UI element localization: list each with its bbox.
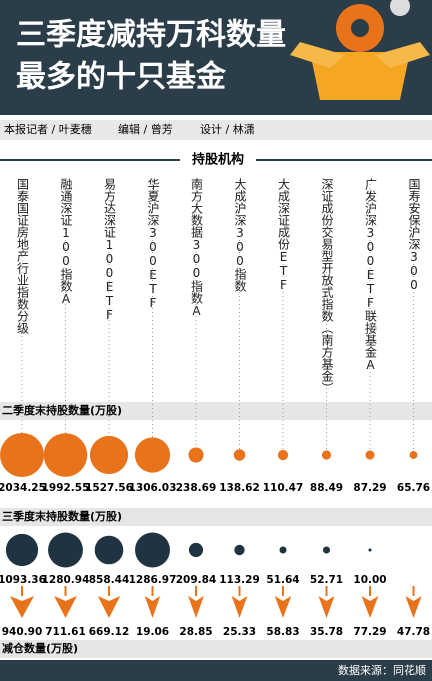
arrow [97, 596, 121, 618]
credit: 本报记者 / 叶麦穗 [4, 122, 92, 136]
row-band [0, 640, 432, 658]
category-label: 易方达深证100ETF [103, 178, 117, 322]
value-label: 25.33 [223, 626, 256, 638]
bubble [94, 535, 124, 565]
bubble [322, 546, 331, 554]
bubble [43, 433, 88, 477]
section-bg [180, 150, 256, 170]
bubble [409, 451, 418, 459]
bubble [134, 437, 171, 473]
arrow [405, 596, 422, 618]
arrow [10, 596, 34, 618]
arrow [54, 596, 77, 618]
value-label: 88.49 [310, 482, 343, 494]
value-label: 110.47 [263, 482, 304, 494]
bubble [0, 433, 44, 477]
arrow [144, 596, 161, 618]
arrow [318, 596, 335, 618]
value-label: 87.29 [353, 482, 386, 494]
arrow [188, 596, 204, 618]
category-label: 国寿安保沪深300 [407, 178, 421, 292]
bubble [277, 449, 289, 461]
category-label: 华夏沪深300ETF [146, 178, 160, 310]
bubble [48, 532, 83, 568]
bubble [5, 533, 39, 567]
value-label: 669.12 [89, 626, 130, 638]
category-label: 深证成份交易型开放式指数（南方基金） [320, 178, 334, 394]
bubble [368, 548, 372, 552]
bubble [365, 450, 375, 460]
value-label: 113.29 [219, 574, 260, 586]
value-label: 138.62 [219, 482, 260, 494]
value-label: 58.83 [266, 626, 299, 638]
value-label: 52.71 [310, 574, 343, 586]
value-label: 19.06 [136, 626, 169, 638]
value-label: 2034.25 [0, 482, 46, 494]
title-line: 最多的十只基金 [16, 60, 227, 95]
row-band [0, 402, 432, 420]
footer-bg [0, 660, 432, 681]
category-label: 大成深证成份ETF [277, 178, 291, 292]
credit: 设计 / 林潇 [200, 122, 255, 136]
value-label: 209.84 [176, 574, 217, 586]
bubble [188, 447, 204, 463]
row-label: 减仓数量(万股) [2, 641, 78, 655]
value-label: 47.78 [397, 626, 430, 638]
bubble [188, 542, 204, 558]
value-label: 1286.97 [129, 574, 177, 586]
bubble [89, 435, 129, 475]
bubble [279, 546, 287, 554]
category-label: 广发沪深300ETF联接基金A [364, 178, 378, 372]
title-line: 三季度减持万科数量 [16, 18, 286, 53]
value-label: 1093.36 [0, 574, 46, 586]
category-label: 大成沪深300指数 [233, 178, 247, 293]
category-label: 南方大数据300指数A [190, 177, 204, 318]
value-label: 1992.55 [42, 482, 90, 494]
bubble [233, 449, 246, 461]
bubble [321, 450, 332, 460]
credit-band [0, 120, 432, 140]
value-label: 1306.03 [129, 482, 177, 494]
category-label: 国泰国证房地产行业指数分级 [16, 178, 30, 334]
value-label: 940.90 [2, 626, 43, 638]
value-label: 65.76 [397, 482, 430, 494]
value-label: 238.69 [176, 482, 217, 494]
value-label: 35.78 [310, 626, 343, 638]
row-label: 二季度末持股数量(万股) [2, 403, 122, 417]
bubble [234, 544, 245, 556]
value-label: 10.00 [353, 574, 386, 586]
value-label: 1527.56 [85, 482, 133, 494]
arrow [231, 596, 248, 618]
credit: 编辑 / 曾芳 [118, 122, 173, 136]
box-icon [290, 0, 430, 100]
row-label: 三季度末持股数量(万股) [2, 509, 122, 523]
value-label: 51.64 [266, 574, 299, 586]
value-label: 28.85 [179, 626, 212, 638]
source: 数据来源：同花顺 [338, 663, 426, 677]
value-label: 1280.94 [42, 574, 90, 586]
value-label: 77.29 [353, 626, 386, 638]
row-band [0, 508, 432, 526]
arrow [274, 596, 292, 618]
arrow [361, 596, 379, 618]
category-label: 融通深证100指数A [59, 178, 73, 306]
section-title: 持股机构 [192, 152, 244, 168]
value-label: 858.44 [89, 574, 130, 586]
bubble [135, 532, 170, 568]
value-label: 711.61 [45, 626, 86, 638]
